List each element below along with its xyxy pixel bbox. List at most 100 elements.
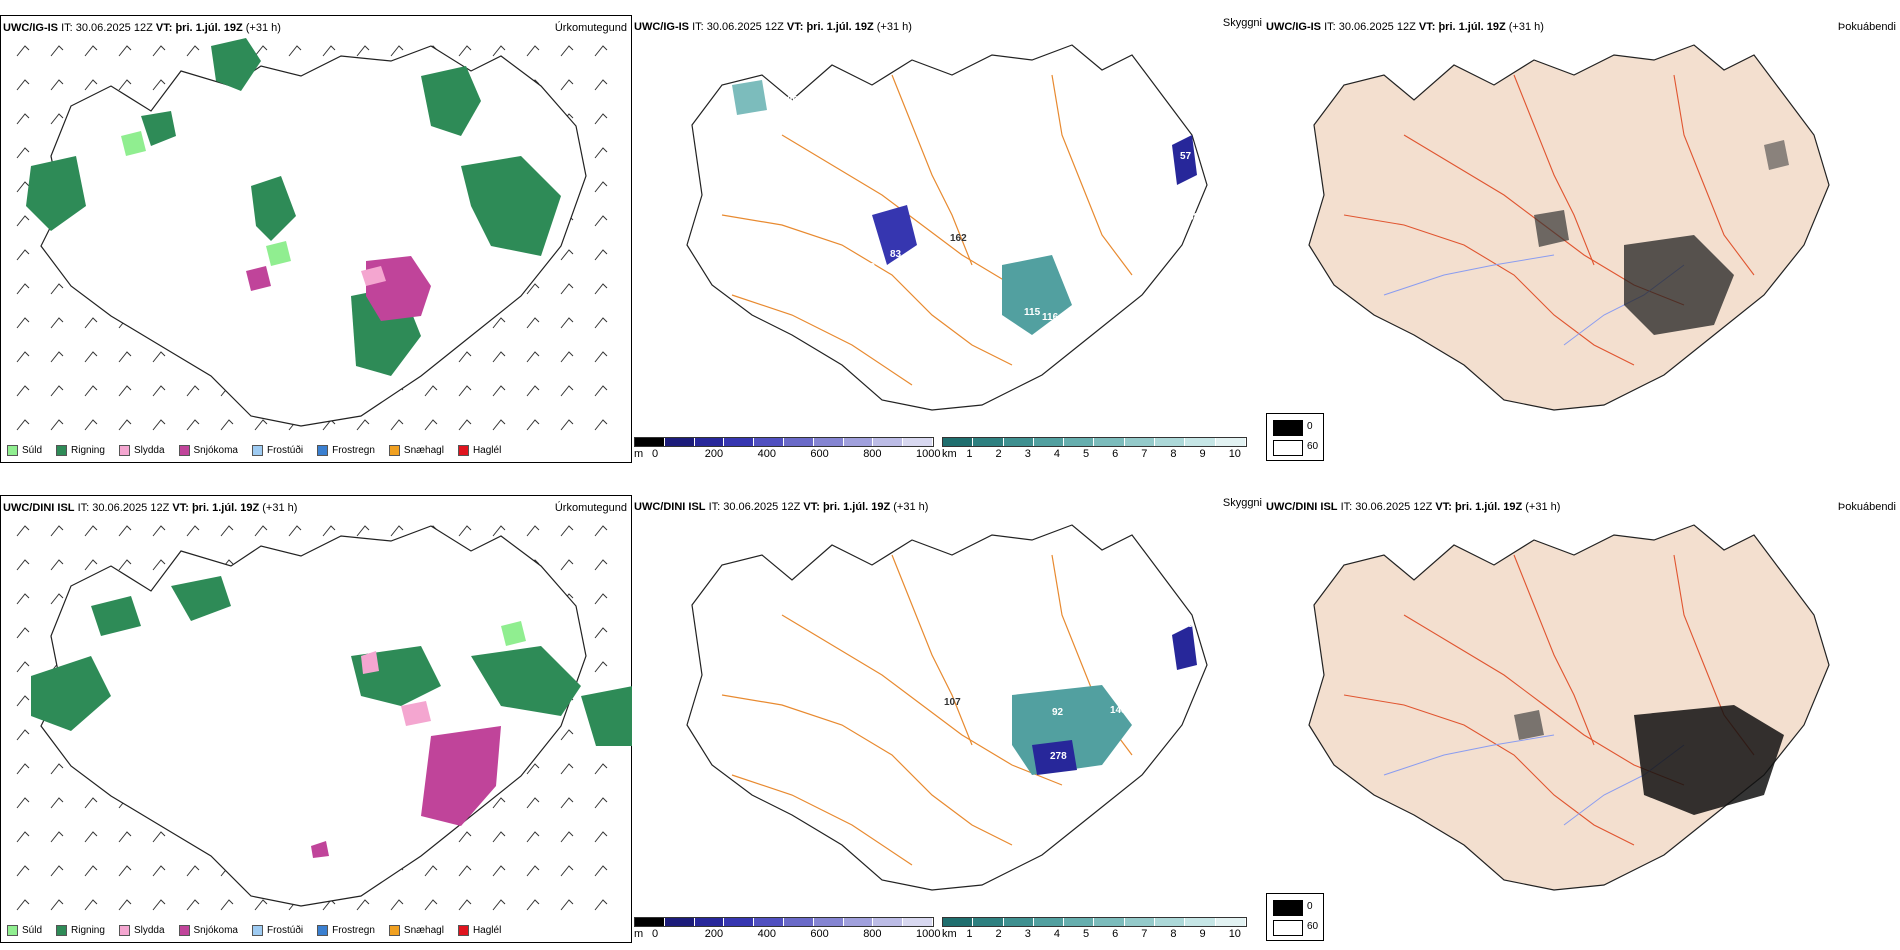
visibility-type-title-2: Skyggni — [1222, 497, 1262, 509]
wind-barb — [492, 831, 506, 843]
wind-barb — [50, 865, 64, 877]
precip-title-1: UWC/IG-IS IT: 30.06.2025 12Z VT: þri. 1.… — [3, 22, 281, 34]
wind-barb — [526, 283, 540, 295]
colorbar-cell — [664, 438, 695, 446]
legend-label: Snæhagl — [403, 925, 444, 936]
wind-barb — [220, 899, 234, 911]
fog-title-1: UWC/IG-IS IT: 30.06.2025 12Z VT: þri. 1.… — [1266, 21, 1544, 33]
colorbar-unit: m — [634, 928, 644, 940]
iceland-outline-vis-2 — [686, 524, 1208, 891]
legend-label: Frostúði — [266, 925, 304, 936]
precip-type-title-2: Úrkomutegund — [554, 502, 627, 514]
cloud-cover-1 — [732, 80, 1197, 335]
wind-barb — [560, 729, 574, 741]
colorbar-tick-label: 8 — [1170, 928, 1177, 940]
legend-swatch — [457, 445, 469, 456]
colorbar-cell — [1155, 918, 1186, 926]
fog-road-network-2 — [1343, 554, 1755, 846]
vis-number: 85 — [1186, 193, 1198, 204]
wind-barb — [594, 525, 608, 537]
fog-title-2: UWC/DINI ISL IT: 30.06.2025 12Z VT: þri.… — [1266, 501, 1560, 513]
colorbar-cell — [813, 438, 844, 446]
wind-barb — [152, 525, 166, 537]
wind-barb — [492, 797, 506, 809]
colorbar-cell — [1155, 438, 1186, 446]
vis-number: 132 — [1124, 705, 1141, 716]
cloudbase-colorbar-2: m 0 200 400 600 800 1000 — [634, 917, 940, 941]
colorbar-cell — [1185, 438, 1216, 446]
visibility-colorbar-1: km 1 2 3 4 5 6 7 8 9 10 — [942, 437, 1247, 461]
it-label: IT: — [1340, 501, 1353, 513]
model-name: UWC/DINI ISL — [3, 502, 75, 514]
wind-barb — [594, 215, 608, 227]
colorbar-tick-label: 10 — [1228, 448, 1241, 460]
colorbar-cell — [694, 438, 725, 446]
vis-number: 106 — [1140, 694, 1157, 705]
wind-barb — [424, 899, 438, 911]
vt-value: þri. 1.júl. 19Z — [1438, 21, 1506, 33]
colorbar-tick-label: 800 — [863, 448, 882, 460]
wind-barb — [594, 45, 608, 57]
wind-barb — [50, 283, 64, 295]
fog-key-2: 0 60 — [1266, 893, 1324, 941]
legend-label: Frostúði — [266, 445, 304, 456]
vt-label: VT: — [786, 21, 804, 33]
lead-time: (+31 h) — [262, 502, 298, 514]
wind-barb — [16, 215, 30, 227]
lead-time: (+31 h) — [1525, 501, 1561, 513]
wind-barb — [526, 351, 540, 363]
wind-barb — [594, 661, 608, 673]
wind-barb — [16, 729, 30, 741]
legend-label: Haglél — [472, 445, 502, 456]
wind-barb — [84, 899, 98, 911]
wind-barb — [594, 351, 608, 363]
wind-barb — [186, 419, 200, 431]
wind-barb — [16, 113, 30, 125]
it-label: IT: — [692, 21, 704, 33]
wind-barb — [492, 351, 506, 363]
legend-swatch — [56, 445, 68, 456]
colorbar-cell — [1003, 438, 1034, 446]
it-label: IT: — [1324, 21, 1336, 33]
legend-label: Rigning — [71, 445, 105, 456]
wind-barb — [458, 525, 472, 537]
legend-item: Snæhagl — [388, 925, 444, 936]
wind-barb — [560, 385, 574, 397]
cloudbase-colorbar-1: m 0 200 400 600 800 1000 — [634, 437, 940, 461]
colorbar-cell — [843, 918, 874, 926]
wind-barb — [50, 593, 64, 605]
wind-barb — [118, 899, 132, 911]
wind-barb — [526, 45, 540, 57]
wind-barb — [594, 593, 608, 605]
visibility-title-1: UWC/IG-IS IT: 30.06.2025 12Z VT: þri. 1.… — [634, 21, 912, 33]
legend-swatch — [178, 925, 190, 936]
wind-barb — [50, 797, 64, 809]
snow-areas-2 — [311, 726, 501, 858]
colorbar-cell — [724, 918, 755, 926]
fog-key-1: 0 60 — [1266, 413, 1324, 461]
wind-barb — [16, 661, 30, 673]
colorbar-tick-label: 9 — [1199, 928, 1206, 940]
vis-number: 80 — [864, 262, 876, 273]
wind-barb — [50, 419, 64, 431]
wind-barb — [118, 525, 132, 537]
wind-barb — [560, 45, 574, 57]
fog-key-0: 0 — [1307, 421, 1313, 432]
colorbar-cell — [1215, 438, 1246, 446]
wind-barb — [152, 865, 166, 877]
wind-barb — [84, 525, 98, 537]
wind-barb — [118, 45, 132, 57]
fog-type-title-2: Þokuábendi — [1837, 501, 1896, 513]
vt-label: VT: — [172, 502, 189, 514]
fog-patches-1 — [1534, 140, 1789, 335]
wind-barb — [118, 351, 132, 363]
vt-value: þri. 1.júl. 19Z — [822, 501, 891, 513]
colorbar-tick-label: 6 — [1112, 448, 1119, 460]
wind-barb — [84, 351, 98, 363]
fog-patches-2 — [1514, 705, 1784, 815]
wind-barb — [16, 317, 30, 329]
visibility-panel-2: 92 143 132 106 278 107 58 UWC/DINI ISL I… — [632, 495, 1264, 943]
colorbar-cell — [973, 918, 1004, 926]
colorbar-tick-label: 7 — [1141, 928, 1148, 940]
colorbar-cell — [1064, 918, 1095, 926]
